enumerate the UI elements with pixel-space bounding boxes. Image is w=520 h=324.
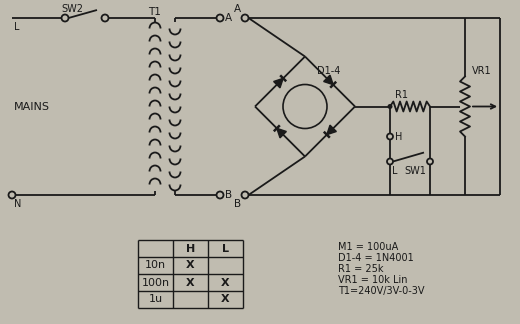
Circle shape — [387, 104, 393, 109]
Polygon shape — [327, 125, 336, 135]
Polygon shape — [323, 75, 333, 85]
Circle shape — [216, 191, 224, 199]
Text: D1-4 = 1N4001: D1-4 = 1N4001 — [338, 253, 414, 263]
Text: H: H — [186, 244, 195, 253]
Text: D1-4: D1-4 — [317, 65, 341, 75]
Circle shape — [387, 158, 393, 165]
Text: A: A — [225, 13, 232, 23]
Text: B: B — [234, 199, 241, 209]
Text: X: X — [186, 277, 195, 287]
Circle shape — [387, 133, 393, 140]
Text: T1: T1 — [148, 7, 161, 17]
Text: SW1: SW1 — [404, 167, 426, 177]
Text: H: H — [395, 132, 402, 142]
Circle shape — [427, 158, 433, 165]
Text: N: N — [14, 199, 21, 209]
Text: M1: M1 — [297, 101, 313, 111]
Circle shape — [241, 191, 249, 199]
Text: MAINS: MAINS — [14, 101, 50, 111]
Circle shape — [61, 15, 69, 21]
Polygon shape — [274, 78, 283, 88]
Text: X: X — [221, 295, 230, 305]
Text: +: + — [301, 97, 309, 107]
Text: M1 = 100uA: M1 = 100uA — [338, 242, 398, 252]
Text: X: X — [221, 277, 230, 287]
Text: A: A — [234, 4, 241, 14]
Text: R1 = 25k: R1 = 25k — [338, 264, 384, 274]
Text: 100n: 100n — [141, 277, 170, 287]
Circle shape — [101, 15, 109, 21]
Text: VR1 = 10k Lin: VR1 = 10k Lin — [338, 275, 408, 285]
Text: X: X — [186, 260, 195, 271]
Text: L: L — [14, 22, 20, 32]
Circle shape — [216, 15, 224, 21]
Circle shape — [8, 191, 16, 199]
Text: 1u: 1u — [148, 295, 163, 305]
Text: 10n: 10n — [145, 260, 166, 271]
Text: R1: R1 — [395, 89, 408, 99]
Text: L: L — [392, 167, 397, 177]
Text: VR1: VR1 — [472, 66, 491, 76]
Text: L: L — [222, 244, 229, 253]
Circle shape — [241, 15, 249, 21]
Polygon shape — [277, 128, 287, 138]
Text: T1=240V/3V-0-3V: T1=240V/3V-0-3V — [338, 286, 424, 296]
Text: −: − — [300, 107, 310, 120]
Text: B: B — [225, 190, 232, 200]
Circle shape — [283, 85, 327, 129]
Text: SW2: SW2 — [61, 4, 83, 14]
